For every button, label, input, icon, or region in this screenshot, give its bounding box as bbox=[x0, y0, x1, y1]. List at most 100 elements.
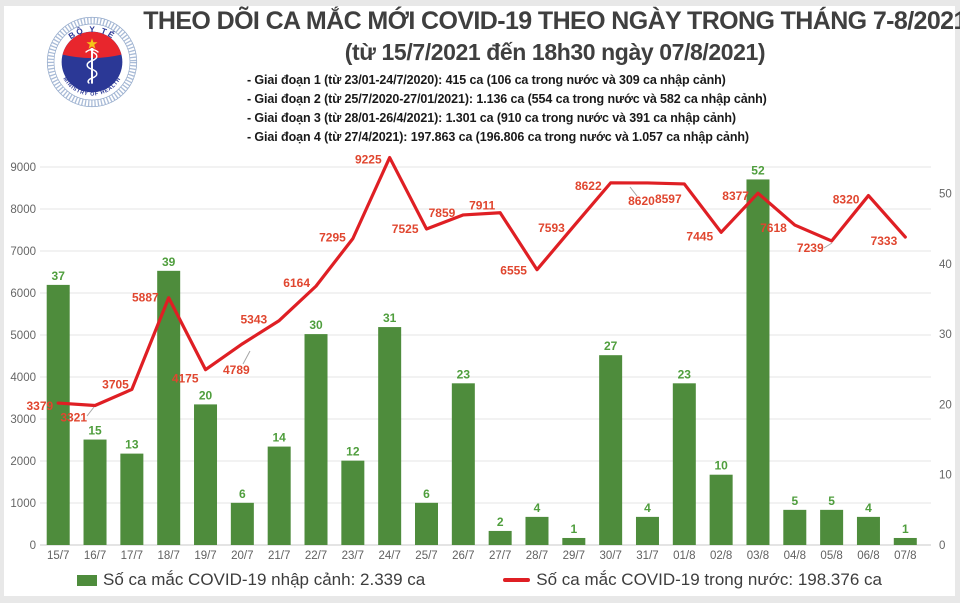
bar-value-label: 23 bbox=[678, 367, 692, 381]
bar-19/7 bbox=[194, 404, 218, 545]
legend-line-swatch bbox=[503, 578, 531, 582]
bar-23/7 bbox=[341, 460, 365, 545]
line-value-label: 7239 bbox=[797, 241, 824, 255]
bar-value-label: 15 bbox=[88, 424, 102, 438]
line-value-label: 4789 bbox=[223, 363, 250, 377]
bar-17/7 bbox=[120, 453, 144, 545]
legend-imported-label: Số ca mắc COVID-19 nhập cảnh: 2.339 ca bbox=[103, 570, 426, 589]
bar-01/8 bbox=[672, 383, 696, 545]
bar-03/8 bbox=[746, 179, 770, 545]
phase-note-4: - Giai đoạn 4 (từ 27/4/2021): 197.863 ca… bbox=[247, 130, 749, 144]
x-axis-label: 05/8 bbox=[820, 550, 842, 562]
left-axis-tick: 7000 bbox=[10, 246, 36, 258]
line-value-label: 5343 bbox=[240, 313, 267, 327]
legend-item-imported: Số ca mắc COVID-19 nhập cảnh: 2.339 ca bbox=[77, 570, 425, 590]
left-axis-tick: 0 bbox=[30, 540, 36, 552]
line-value-label: 3705 bbox=[102, 377, 129, 391]
x-axis-label: 02/8 bbox=[710, 550, 732, 562]
bar-18/7 bbox=[157, 270, 181, 545]
x-axis-label: 23/7 bbox=[342, 550, 364, 562]
bar-value-label: 13 bbox=[125, 438, 139, 452]
bar-24/7 bbox=[378, 327, 402, 545]
bar-value-label: 6 bbox=[239, 487, 246, 501]
line-value-label: 7593 bbox=[538, 221, 565, 235]
label-leader-line bbox=[629, 186, 638, 197]
bar-value-label: 2 bbox=[497, 515, 504, 529]
bar-07/8 bbox=[893, 537, 917, 545]
x-axis-label: 27/7 bbox=[489, 550, 511, 562]
right-axis-tick: 50 bbox=[939, 189, 952, 201]
line-value-label: 7525 bbox=[392, 222, 419, 236]
x-axis-label: 04/8 bbox=[784, 550, 806, 562]
bar-value-label: 4 bbox=[644, 501, 651, 515]
x-axis-label: 30/7 bbox=[599, 550, 621, 562]
x-axis-label: 21/7 bbox=[268, 550, 290, 562]
x-axis-label: 06/8 bbox=[857, 550, 879, 562]
line-value-label: 6164 bbox=[283, 276, 310, 290]
bar-value-label: 5 bbox=[828, 494, 835, 508]
chart-subtitle: (từ 15/7/2021 đến 18h30 ngày 07/8/2021) bbox=[344, 39, 766, 65]
bar-value-label: 10 bbox=[714, 459, 728, 473]
x-axis-label: 15/7 bbox=[47, 550, 69, 562]
x-axis-label: 28/7 bbox=[526, 550, 548, 562]
x-axis-label: 01/8 bbox=[673, 550, 695, 562]
left-axis-tick: 3000 bbox=[10, 414, 36, 426]
x-axis-label: 17/7 bbox=[121, 550, 143, 562]
x-axis-label: 19/7 bbox=[194, 550, 216, 562]
ministry-of-health-logo: BỘ Y TẾ MINISTRY OF HEALTH bbox=[46, 16, 138, 108]
line-value-label: 7859 bbox=[429, 206, 456, 220]
bar-26/7 bbox=[451, 383, 475, 545]
line-value-label: 8622 bbox=[575, 179, 602, 193]
bar-value-label: 4 bbox=[534, 501, 541, 515]
left-axis-tick: 9000 bbox=[10, 162, 36, 174]
bar-value-label: 6 bbox=[423, 487, 430, 501]
bar-25/7 bbox=[415, 502, 438, 545]
chart-legend: Số ca mắc COVID-19 nhập cảnh: 2.339 ca S… bbox=[4, 567, 955, 593]
x-axis-label: 07/8 bbox=[894, 550, 916, 562]
logo-outer-ring bbox=[46, 16, 138, 108]
line-value-label: 7445 bbox=[686, 229, 713, 243]
x-axis-label: 16/7 bbox=[84, 550, 106, 562]
bar-15/7 bbox=[46, 284, 70, 545]
bar-16/7 bbox=[83, 439, 107, 545]
logo-star-icon bbox=[86, 38, 98, 49]
right-axis-tick: 20 bbox=[939, 399, 952, 411]
bar-30/7 bbox=[599, 355, 623, 545]
left-axis-tick: 1000 bbox=[10, 498, 36, 510]
line-value-label: 8377 bbox=[722, 189, 749, 203]
phase-notes: - Giai đoạn 1 (từ 23/01-24/7/2020): 415 … bbox=[247, 71, 887, 147]
line-value-label: 6555 bbox=[500, 264, 527, 278]
left-axis-tick: 6000 bbox=[10, 288, 36, 300]
x-axis-label: 25/7 bbox=[415, 550, 437, 562]
x-axis-label: 18/7 bbox=[157, 550, 179, 562]
logo-snake-icon bbox=[86, 51, 98, 84]
x-axis-label: 03/8 bbox=[747, 550, 769, 562]
bar-value-label: 14 bbox=[273, 431, 287, 445]
bar-31/7 bbox=[635, 516, 659, 545]
bar-value-label: 12 bbox=[346, 445, 360, 459]
label-leader-line bbox=[823, 242, 833, 249]
title-block: THEO DÕI CA MẮC MỚI COVID-19 THEO NGÀY T… bbox=[140, 6, 960, 67]
phase-note-1: - Giai đoạn 1 (từ 23/01-24/7/2020): 415 … bbox=[247, 73, 726, 87]
bar-21/7 bbox=[267, 446, 291, 545]
bar-20/7 bbox=[230, 502, 254, 545]
logo-snake-head bbox=[90, 47, 94, 52]
bar-value-label: 20 bbox=[199, 388, 213, 402]
bar-05/8 bbox=[820, 509, 844, 545]
x-axis-label: 29/7 bbox=[563, 550, 585, 562]
x-axis-label: 31/7 bbox=[636, 550, 658, 562]
legend-domestic-label: Số ca mắc COVID-19 trong nước: 198.376 c… bbox=[536, 570, 882, 589]
legend-bar-swatch bbox=[77, 574, 98, 586]
label-leader-line bbox=[242, 350, 251, 365]
left-axis-tick: 5000 bbox=[10, 330, 36, 342]
legend-item-domestic: Số ca mắc COVID-19 trong nước: 198.376 c… bbox=[503, 570, 882, 590]
line-value-label: 3379 bbox=[26, 399, 53, 413]
x-axis-label: 20/7 bbox=[231, 550, 253, 562]
bar-06/8 bbox=[856, 516, 880, 545]
left-axis-tick: 8000 bbox=[10, 204, 36, 216]
bar-28/7 bbox=[525, 516, 549, 545]
line-value-label: 3321 bbox=[60, 411, 87, 425]
line-value-label: 4175 bbox=[172, 372, 199, 386]
x-axis-label: 22/7 bbox=[305, 550, 327, 562]
